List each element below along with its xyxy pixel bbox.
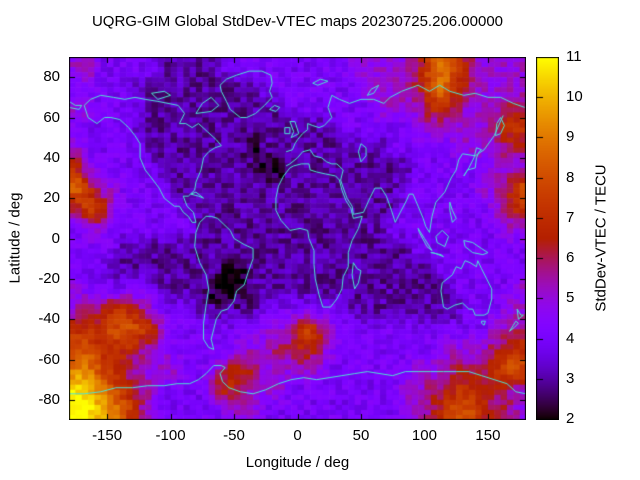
colorbar-tick-label: 11 [566, 48, 582, 65]
x-tick-label: -50 [223, 427, 245, 444]
colorbar-tick-label: 2 [566, 410, 575, 427]
y-tick-label: 40 [43, 148, 60, 166]
world-heatmap-canvas [69, 57, 526, 420]
x-tick-label: -150 [92, 427, 123, 444]
x-tick-label: 150 [475, 427, 501, 444]
colorbar-tick-label: 10 [566, 88, 583, 106]
colorbar-tick-label: 6 [566, 249, 575, 267]
y-tick-label: -40 [38, 310, 60, 328]
x-tick-label: 0 [293, 427, 302, 444]
y-tick-label: -60 [38, 350, 60, 368]
x-tick-label: 50 [352, 427, 370, 444]
x-axis-label: Longitude / deg [245, 454, 350, 471]
colorbar-tick-label: 5 [566, 289, 575, 307]
colorbar-tick-label: 7 [566, 208, 575, 226]
y-tick-label: -20 [38, 269, 60, 287]
y-tick-label: 0 [51, 229, 60, 247]
colorbar-canvas [536, 57, 559, 420]
colorbar-tick-label: 3 [566, 369, 575, 387]
colorbar-label: StdDev-VTEC / TECU [592, 164, 610, 312]
colorbar-tick-label: 9 [566, 128, 575, 146]
y-tick-label: -80 [38, 390, 60, 408]
x-tick-label: 100 [411, 427, 437, 444]
y-tick-label: 60 [43, 108, 60, 126]
colorbar-tick-label: 8 [566, 168, 575, 186]
y-tick-label: 80 [43, 68, 60, 86]
y-tick-label: 20 [43, 189, 60, 207]
colorbar-tick-label: 4 [566, 329, 575, 347]
x-tick-label: -100 [155, 427, 186, 444]
chart-title: UQRG-GIM Global StdDev-VTEC maps 2023072… [91, 13, 504, 30]
